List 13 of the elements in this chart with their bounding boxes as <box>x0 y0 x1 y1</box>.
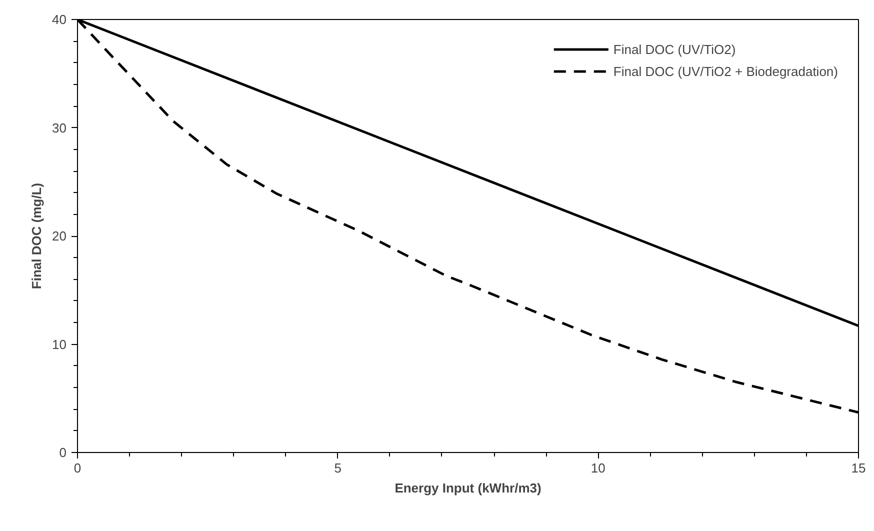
x-tick-label: 0 <box>74 460 82 476</box>
x-tick-label: 10 <box>590 460 606 476</box>
x-tick-label: 15 <box>851 460 866 476</box>
y-tick-label: 10 <box>52 336 67 352</box>
x-axis-title: Energy Input (kWhr/m3) <box>394 480 542 496</box>
legend-label: Final DOC (UV/TiO2 + Biodegradation) <box>613 64 838 78</box>
y-tick-label: 30 <box>52 120 67 136</box>
legend-label: Final DOC (UV/TiO2) <box>613 42 736 56</box>
y-tick-label: 20 <box>52 228 67 244</box>
y-tick-label: 40 <box>52 12 67 27</box>
y-axis-title: Final DOC (mg/L) <box>29 182 44 290</box>
y-tick-label: 0 <box>59 445 67 460</box>
x-tick-label: 5 <box>334 460 342 476</box>
